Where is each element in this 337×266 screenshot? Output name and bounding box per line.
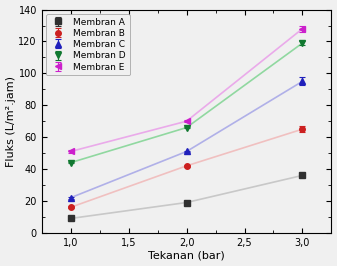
Y-axis label: Fluks (L/m².jam): Fluks (L/m².jam) (5, 76, 16, 167)
X-axis label: Tekanan (bar): Tekanan (bar) (148, 251, 225, 260)
Legend: Membran A, Membran B, Membran C, Membran D, Membran E: Membran A, Membran B, Membran C, Membran… (46, 14, 129, 75)
